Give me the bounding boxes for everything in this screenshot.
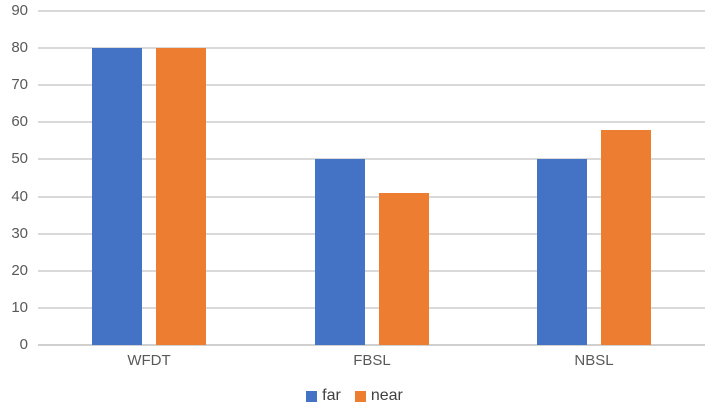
y-axis-tick-label: 30 xyxy=(11,225,28,242)
gridline xyxy=(38,196,705,198)
bar-far-fbsl xyxy=(315,159,365,345)
y-axis-tick-label: 60 xyxy=(11,113,28,130)
x-axis-category-label: FBSL xyxy=(353,352,391,369)
y-axis-tick-label: 50 xyxy=(11,150,28,167)
legend-swatch-icon xyxy=(306,390,318,402)
legend-swatch-icon xyxy=(354,390,366,402)
legend: far near xyxy=(0,387,709,405)
y-axis-tick-label: 90 xyxy=(11,2,28,19)
y-axis-tick-label: 0 xyxy=(19,336,28,353)
gridline xyxy=(38,270,705,272)
gridline xyxy=(38,10,705,12)
x-axis-category-label: NBSL xyxy=(574,352,614,369)
legend-item-near: near xyxy=(354,387,403,405)
y-axis-tick-label: 70 xyxy=(11,76,28,93)
plot-area xyxy=(38,10,705,346)
gridline xyxy=(38,158,705,160)
bar-near-nbsl xyxy=(601,130,651,345)
gridline xyxy=(38,84,705,86)
gridline xyxy=(38,307,705,309)
y-axis: 0 10 20 30 40 50 60 70 80 90 xyxy=(0,0,30,410)
gridline xyxy=(38,233,705,235)
x-axis-category-label: WFDT xyxy=(127,352,171,369)
bar-far-nbsl xyxy=(537,159,587,345)
gridline xyxy=(38,47,705,49)
legend-item-far: far xyxy=(306,387,341,405)
bar-near-wfdt xyxy=(156,48,206,345)
y-axis-tick-label: 80 xyxy=(11,39,28,56)
x-axis: WFDT FBSL NBSL xyxy=(38,352,705,372)
legend-label: far xyxy=(322,387,341,404)
bar-far-wfdt xyxy=(92,48,142,345)
gridline xyxy=(38,121,705,123)
y-axis-tick-label: 10 xyxy=(11,299,28,316)
legend-label: near xyxy=(370,387,403,404)
y-axis-tick-label: 20 xyxy=(11,262,28,279)
x-axis-baseline xyxy=(38,344,705,346)
bar-near-fbsl xyxy=(379,193,429,345)
y-axis-tick-label: 40 xyxy=(11,188,28,205)
